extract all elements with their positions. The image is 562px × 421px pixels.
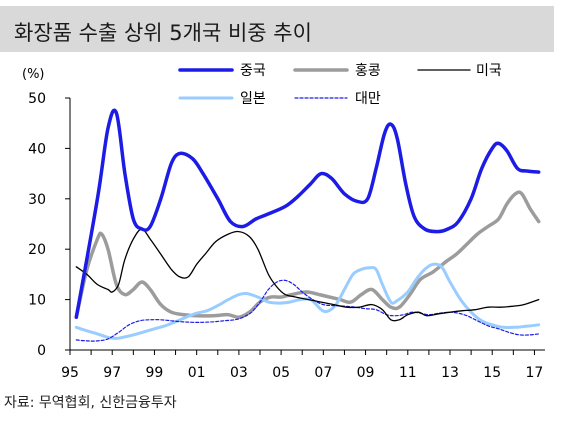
y-tick-label: 10 — [28, 293, 46, 309]
y-tick-label: 30 — [28, 192, 46, 208]
x-tick-label: 13 — [441, 365, 459, 381]
series-line-2 — [75, 228, 540, 322]
series-line-0 — [74, 108, 541, 319]
x-tick-label: 01 — [188, 365, 206, 381]
y-tick-label: 0 — [37, 343, 46, 359]
chart-title: 화장품 수출 상위 5개국 비중 추이 — [14, 21, 312, 45]
axes: (%) 0 10 20 30 40 50 95 97 99 01 03 05 07 09 11 13 15 17 — [22, 67, 545, 381]
x-tick-label: 07 — [314, 365, 332, 381]
legend-label-1: 홍콩 — [355, 63, 381, 79]
legend-label-0: 중국 — [240, 63, 266, 79]
y-tick-label: 40 — [28, 141, 46, 157]
y-axis-unit-label: (%) — [22, 67, 45, 82]
line-chart: (%) 0 10 20 30 40 50 95 97 99 01 03 05 07 09 11 13 15 17 중… — [22, 63, 545, 381]
series-line-3 — [74, 262, 541, 340]
series-layer — [74, 108, 541, 342]
x-tick-label: 03 — [230, 365, 248, 381]
x-tick-label: 09 — [357, 365, 375, 381]
legend-label-4: 대만 — [355, 91, 381, 107]
x-tick-label: 97 — [103, 365, 121, 381]
x-tick-label: 99 — [146, 365, 164, 381]
x-tick-label: 05 — [272, 365, 290, 381]
series-line-4 — [75, 279, 540, 342]
source-note: 자료: 무역협회, 신한금융투자 — [4, 395, 177, 411]
legend-label-2: 미국 — [476, 63, 502, 79]
y-tick-label: 50 — [28, 91, 46, 107]
legend-label-3: 일본 — [240, 91, 266, 107]
x-tick-label: 11 — [399, 365, 417, 381]
series-line-1 — [74, 190, 541, 319]
y-tick-label: 20 — [28, 242, 46, 258]
x-tick-label: 95 — [61, 365, 79, 381]
x-tick-label: 15 — [483, 365, 501, 381]
title-bar: 화장품 수출 상위 5개국 비중 추이 — [0, 6, 554, 52]
x-tick-label: 17 — [526, 365, 544, 381]
